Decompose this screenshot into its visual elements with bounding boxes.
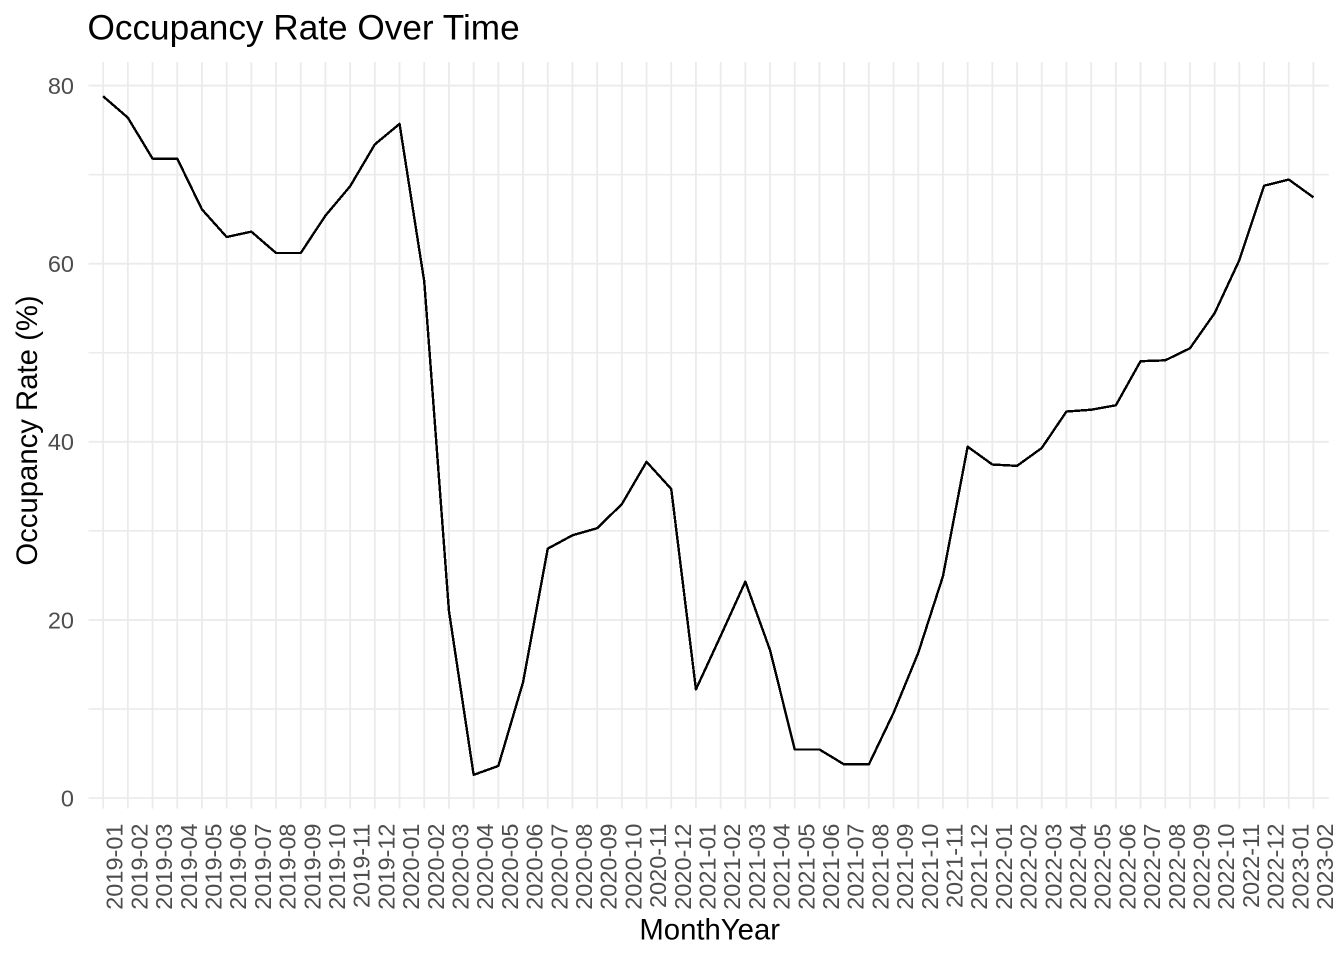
svg-text:2021-07: 2021-07: [843, 824, 869, 910]
svg-text:2023-02: 2023-02: [1312, 824, 1338, 910]
svg-text:2020-11: 2020-11: [645, 824, 671, 909]
svg-text:2020-03: 2020-03: [447, 824, 473, 910]
svg-text:2020-12: 2020-12: [670, 824, 696, 910]
svg-text:2020-02: 2020-02: [423, 824, 449, 910]
svg-text:2021-03: 2021-03: [744, 824, 770, 910]
svg-text:2019-05: 2019-05: [200, 824, 226, 910]
svg-text:2021-01: 2021-01: [694, 824, 720, 910]
svg-text:2021-12: 2021-12: [966, 824, 992, 910]
svg-text:2019-04: 2019-04: [176, 824, 202, 910]
svg-text:Occupancy Rate (%): Occupancy Rate (%): [11, 295, 44, 565]
svg-text:2020-05: 2020-05: [497, 824, 523, 910]
svg-text:2021-10: 2021-10: [917, 824, 943, 910]
svg-text:2022-10: 2022-10: [1213, 824, 1239, 910]
svg-text:2019-03: 2019-03: [151, 824, 177, 910]
svg-text:20: 20: [48, 607, 74, 633]
svg-text:2022-08: 2022-08: [1164, 824, 1190, 910]
svg-text:2019-01: 2019-01: [102, 824, 128, 910]
svg-text:2020-06: 2020-06: [522, 824, 548, 910]
svg-text:60: 60: [48, 251, 74, 277]
svg-text:2022-12: 2022-12: [1263, 824, 1289, 910]
svg-text:2021-02: 2021-02: [719, 824, 745, 910]
svg-text:2019-11: 2019-11: [349, 824, 375, 909]
svg-text:2022-07: 2022-07: [1139, 824, 1165, 910]
svg-text:2022-06: 2022-06: [1114, 824, 1140, 910]
svg-text:2022-04: 2022-04: [1065, 824, 1091, 910]
svg-text:2019-06: 2019-06: [225, 824, 251, 910]
svg-text:40: 40: [48, 429, 74, 455]
svg-text:2020-09: 2020-09: [596, 824, 622, 910]
svg-text:2020-08: 2020-08: [571, 824, 597, 910]
svg-text:2022-09: 2022-09: [1188, 824, 1214, 910]
svg-text:2019-10: 2019-10: [324, 824, 350, 910]
svg-text:2022-01: 2022-01: [991, 824, 1017, 910]
svg-text:2022-03: 2022-03: [1040, 824, 1066, 910]
svg-text:2020-10: 2020-10: [620, 824, 646, 910]
svg-text:2021-06: 2021-06: [818, 824, 844, 910]
svg-text:2019-02: 2019-02: [126, 824, 152, 910]
svg-text:2019-12: 2019-12: [373, 824, 399, 910]
svg-text:2022-02: 2022-02: [1016, 824, 1042, 910]
svg-text:2021-08: 2021-08: [867, 824, 893, 910]
svg-text:2021-05: 2021-05: [793, 824, 819, 910]
svg-text:2022-05: 2022-05: [1090, 824, 1116, 910]
svg-text:MonthYear: MonthYear: [639, 913, 780, 946]
svg-text:Occupancy Rate Over Time: Occupancy Rate Over Time: [88, 9, 520, 48]
svg-text:2020-07: 2020-07: [546, 824, 572, 910]
svg-text:2019-08: 2019-08: [275, 824, 301, 910]
svg-text:80: 80: [48, 73, 74, 99]
svg-text:2019-07: 2019-07: [250, 824, 276, 910]
svg-text:2020-01: 2020-01: [398, 824, 424, 910]
svg-text:2021-11: 2021-11: [941, 823, 967, 908]
svg-text:0: 0: [61, 785, 74, 811]
svg-text:2023-01: 2023-01: [1287, 824, 1313, 910]
svg-text:2019-09: 2019-09: [299, 824, 325, 910]
svg-text:2021-04: 2021-04: [769, 824, 795, 910]
svg-text:2020-04: 2020-04: [472, 824, 498, 910]
svg-text:2022-11: 2022-11: [1238, 824, 1264, 909]
svg-text:2021-09: 2021-09: [892, 824, 918, 910]
